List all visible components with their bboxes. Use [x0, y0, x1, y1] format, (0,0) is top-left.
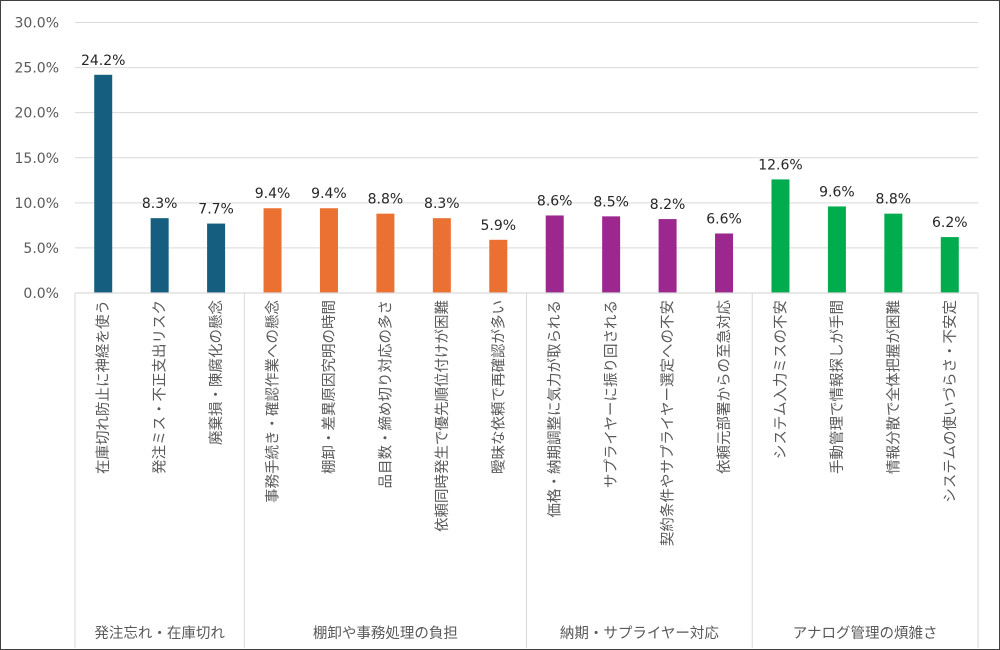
- bar: [771, 179, 790, 293]
- data-label: 7.7%: [198, 202, 234, 218]
- bar: [940, 237, 959, 293]
- y-tick-label: 5.0%: [23, 241, 59, 257]
- group-label: 棚卸や事務処理の負担: [313, 625, 458, 642]
- bar: [827, 206, 846, 293]
- bar: [489, 239, 508, 293]
- category-label: 契約条件やサプライヤー選定への不安: [660, 300, 677, 546]
- category-label: 廃棄損・陳腐化の懸念: [207, 300, 225, 445]
- y-tick-label: 10.0%: [15, 196, 59, 212]
- category-label: サプライヤーに振り回される: [603, 300, 620, 488]
- bar: [150, 218, 169, 293]
- bar: [376, 213, 395, 293]
- y-tick-label: 25.0%: [15, 61, 59, 77]
- data-label: 9.4%: [311, 186, 347, 202]
- data-label: 8.2%: [650, 197, 686, 213]
- group-label: 発注忘れ・在庫切れ: [94, 625, 225, 642]
- category-label: システム入力ミスの不安: [772, 300, 789, 459]
- data-label: 9.6%: [819, 184, 855, 200]
- data-label: 24.2%: [81, 53, 125, 69]
- category-label: 情報分散で全体把握が困難: [884, 300, 902, 474]
- y-tick-label: 30.0%: [15, 16, 59, 32]
- data-label: 5.9%: [480, 218, 516, 234]
- data-label: 8.8%: [368, 192, 404, 208]
- category-label: 在庫切れ防止に神経を使う: [95, 300, 112, 474]
- bar: [715, 233, 734, 293]
- category-label: 事務手続き・確認作業への懸念: [264, 300, 282, 503]
- category-label: 価格・納期調整に気力が取られる: [547, 300, 564, 518]
- category-label: 品目数・締め切り対応の多さ: [377, 300, 394, 489]
- bar: [207, 223, 226, 293]
- data-label: 12.6%: [758, 157, 802, 173]
- bar: [432, 218, 451, 293]
- bar: [263, 208, 282, 293]
- category-label: 曖昧な依頼で再確認が多い: [490, 300, 507, 474]
- data-label: 8.6%: [537, 193, 573, 209]
- category-label: 棚卸・差異原因究明の時間: [321, 300, 338, 474]
- bar: [319, 208, 338, 293]
- category-label: 依頼同時発生で優先順位付けが困難: [434, 300, 451, 532]
- data-label: 8.3%: [424, 196, 460, 212]
- y-tick-label: 20.0%: [15, 106, 59, 122]
- category-label: 依頼元部署からの至急対応: [716, 300, 733, 474]
- data-label: 9.4%: [255, 186, 291, 202]
- bar: [602, 216, 621, 293]
- data-label: 8.3%: [142, 196, 178, 212]
- category-label: 手動管理で情報探しが手間: [829, 300, 846, 474]
- category-label: 発注ミス・不正支出リスク: [152, 300, 169, 474]
- bar: [658, 219, 677, 293]
- bar: [94, 74, 113, 294]
- data-label: 6.6%: [706, 211, 742, 227]
- y-tick-label: 15.0%: [15, 151, 59, 167]
- bar: [545, 215, 564, 293]
- y-tick-label: 0.0%: [23, 286, 59, 302]
- data-label: 8.5%: [593, 194, 629, 210]
- group-label: アナログ管理の煩雑さ: [793, 625, 938, 642]
- category-label: システムの使いづらさ・不安定: [942, 300, 959, 503]
- data-label: 6.2%: [932, 215, 968, 231]
- bar: [884, 213, 903, 293]
- data-label: 8.8%: [876, 192, 912, 208]
- group-label: 納期・サプライヤー対応: [560, 625, 720, 642]
